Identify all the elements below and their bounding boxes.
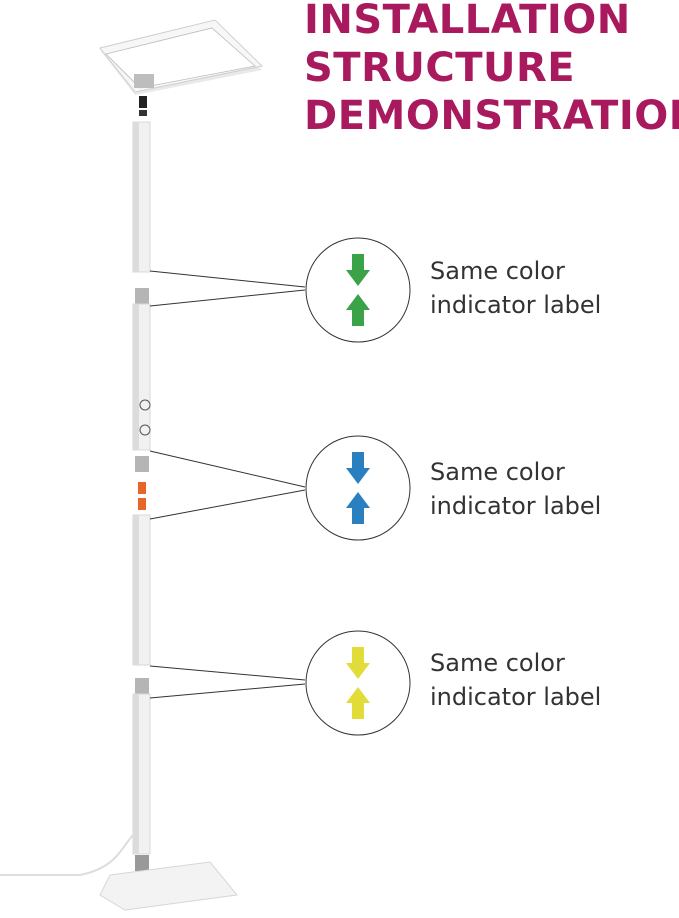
lamp-base [99,861,238,911]
label-line-1: Same color [430,458,565,486]
title-line-1: INSTALLATION [304,0,631,43]
page-title: INSTALLATION STRUCTURE DEMONSTRATION [304,0,679,140]
power-cable [0,834,134,876]
callout-green [305,237,411,343]
label-line-2: indicator label [430,683,602,711]
title-line-2: STRUCTURE [304,45,576,91]
orange-connector [138,482,146,494]
top-connector [139,96,147,116]
callout-label-green: Same color indicator label [430,254,601,322]
arrow-up-icon [346,294,370,326]
label-line-1: Same color [430,257,565,285]
pole [132,121,151,871]
arrow-up-icon [346,687,370,719]
label-line-1: Same color [430,649,565,677]
callout-label-blue: Same color indicator label [430,455,601,523]
lamp-head [99,19,264,95]
callout-blue [305,435,411,541]
title-line-3: DEMONSTRATION [304,93,679,139]
callout-circle [305,435,411,541]
arrow-down-icon [346,647,370,679]
callout-label-yellow: Same color indicator label [430,646,601,714]
leader-lines [149,270,306,699]
callout-circle [305,630,411,736]
arrow-down-icon [346,254,370,286]
callout-circle [305,237,411,343]
label-line-2: indicator label [430,291,602,319]
arrow-up-icon [346,492,370,524]
label-line-2: indicator label [430,492,602,520]
arrow-down-icon [346,452,370,484]
callout-yellow [305,630,411,736]
